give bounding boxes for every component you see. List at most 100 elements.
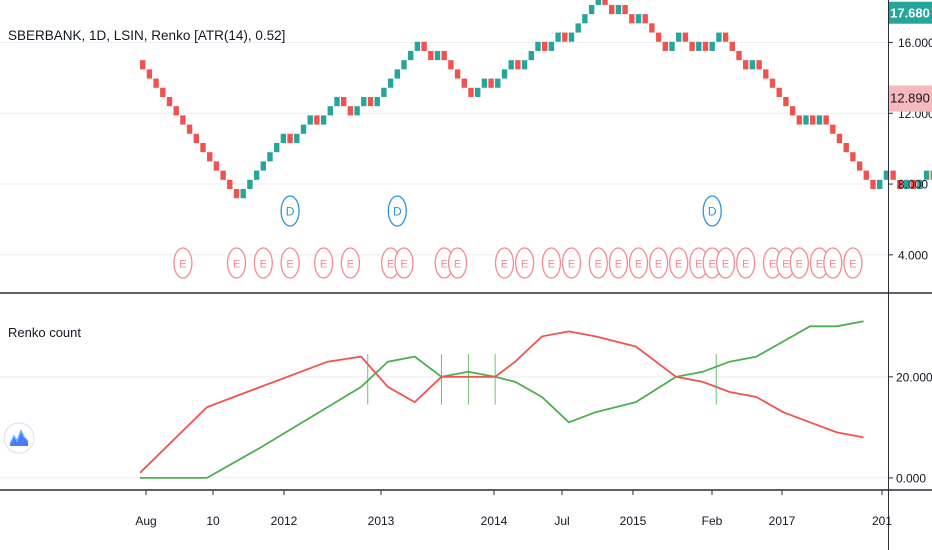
renko-brick-down [856,161,863,171]
earnings-marker [313,247,334,279]
renko-brick-up [434,50,441,61]
event-markers: E E E E E E E E E E E E E E E E E E E E E E E E E E E E ED D D [173,195,863,279]
renko-brick-down [722,32,729,42]
renko-brick-up [267,152,273,162]
earnings-marker [736,247,756,279]
renko-brick-down [655,32,662,42]
renko-brick-up [923,170,930,180]
dividend-marker-label: D [708,205,717,219]
price-tick-label: 16.000 [898,36,932,50]
renko-brick-down [488,78,494,88]
earnings-marker-label: E [320,259,327,271]
earnings-marker [226,247,247,279]
earnings-marker [173,247,193,279]
renko-brick-up [696,41,702,51]
earnings-marker-label: E [286,259,293,271]
renko-brick-up [535,41,541,51]
renko-brick-down [843,142,849,153]
earnings-marker [340,247,361,279]
renko-brick-up [495,78,501,88]
renko-brick-down [200,142,206,153]
renko-brick-down [428,50,434,61]
renko-brick-down [729,41,735,51]
renko-brick-down [166,96,173,107]
last-price-label: 17.680 [890,6,930,21]
dividend-marker-label: D [393,205,402,219]
renko-brick-up [709,41,715,51]
renko-brick-up [917,179,923,190]
renko-brick-down [341,96,347,107]
time-axis-label: 2012 [271,514,298,528]
renko-brick-up [381,87,387,97]
renko-brick-down [743,60,749,70]
renko-brick-up [501,69,508,79]
price-tick-label: 8.000 [898,178,928,192]
renko-brick-up [280,133,287,143]
time-axis-label: 201 [872,514,892,528]
price-tick-label: 4.000 [898,248,928,262]
earnings-marker-label: E [782,259,789,271]
renko-brick-down [515,60,521,70]
dividend-marker-label: D [286,205,295,219]
renko-brick-down [227,179,233,190]
renko-brick-down [180,115,186,125]
last-price-badge [889,1,932,24]
earnings-marker [514,247,535,279]
earnings-marker-label: E [742,259,749,271]
renko-brick-up [260,161,266,171]
earnings-marker [280,247,300,279]
earnings-marker-label: E [769,259,776,271]
renko-brick-up [387,78,394,88]
renko-brick-up [300,124,307,134]
renko-brick-down [769,78,776,88]
renko-brick-up [320,115,327,125]
time-axis-label: 2013 [368,514,395,528]
renko-brick-down [776,87,782,97]
renko-brick-down [662,41,668,51]
earnings-marker-label: E [796,259,803,271]
time-axis-label: 10 [206,514,220,528]
indicator-name: Renko count [8,325,81,340]
renko-brick-up [903,179,910,190]
earnings-marker-label: E [501,259,508,271]
earnings-marker-label: E [722,259,729,271]
earnings-marker [648,247,669,279]
renko-brick-down [454,69,461,79]
dividend-marker [280,195,300,227]
renko-brick-down [783,96,789,107]
earnings-marker [588,247,608,279]
renko-brick-up [548,41,555,51]
renko-brick-down [448,60,454,70]
renko-brick-up [394,69,400,79]
renko-brick-up [588,4,595,15]
earnings-marker-label: E [655,259,662,271]
renko-brick-down [153,78,159,88]
renko-brick-down [682,32,689,42]
earnings-marker-label: E [260,259,267,271]
logo-icon-highlight [9,429,29,445]
renko-brick-up [582,14,588,24]
time-axis-label: 2014 [481,514,508,528]
renko-brick-down [347,106,354,116]
renko-brick-down [689,41,695,51]
renko-brick-down [836,133,843,143]
time-axis-label: 2015 [620,514,647,528]
earnings-marker [253,247,273,279]
ref-price-badge [889,85,932,112]
renko-brick-up [635,14,642,24]
renko-brick-down [897,179,903,190]
earnings-marker-label: E [233,259,240,271]
renko-brick-down [930,170,932,180]
renko-brick-down [314,115,320,125]
renko-brick-down [910,179,916,190]
renko-brick-down [810,115,816,125]
renko-brick-up [247,179,253,190]
renko-brick-down [461,78,467,88]
renko-brick-down [213,161,220,171]
renko-brick-up [555,32,561,42]
logo-badge[interactable] [3,422,35,454]
earnings-marker-label: E [816,259,823,271]
renko-brick-down [140,60,146,70]
